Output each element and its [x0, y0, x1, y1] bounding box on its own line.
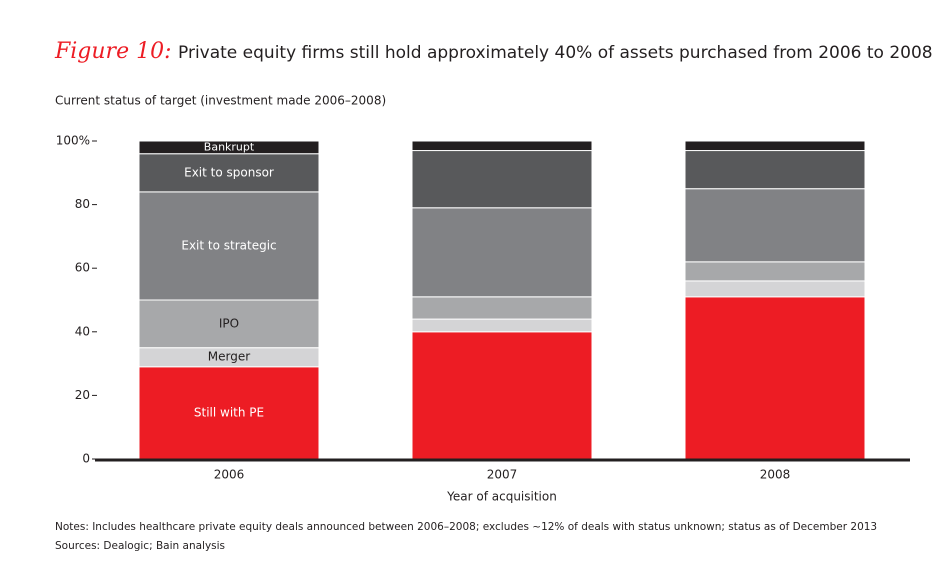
segment-label: IPO	[219, 316, 239, 330]
segment-label: Bankrupt	[204, 140, 255, 153]
bar-segment	[411, 140, 593, 152]
subtitle: Current status of target (investment mad…	[55, 94, 386, 108]
bar-segment	[684, 188, 866, 263]
x-tick-label: 2006	[214, 468, 245, 482]
bar-segment	[684, 296, 866, 460]
x-tick-label: 2007	[487, 468, 518, 482]
y-tick-label: 80	[75, 197, 90, 211]
y-tick-label: 40	[75, 324, 90, 338]
bar-segment	[684, 261, 866, 282]
bar-segment	[411, 296, 593, 320]
y-tick-label: 20	[75, 388, 90, 402]
segment-label: Exit to strategic	[181, 238, 276, 252]
chart-title: Private equity firms still hold approxim…	[178, 43, 933, 63]
y-tick-label: 100%	[56, 134, 90, 148]
bar-segment	[138, 153, 320, 193]
segment-label: Merger	[208, 350, 250, 364]
y-tick-label: 0	[82, 452, 90, 466]
x-tick-label: 2008	[760, 468, 791, 482]
bar-segment	[138, 191, 320, 301]
bar-segment	[684, 150, 866, 190]
x-axis-label: Year of acquisition	[446, 490, 557, 504]
sources: Sources: Dealogic; Bain analysis	[55, 540, 225, 552]
bar-segment	[684, 140, 866, 152]
bar-segment	[138, 140, 320, 155]
bar-segment	[684, 280, 866, 298]
figure-label: Figure 10:	[54, 39, 172, 64]
segment-label: Exit to sponsor	[184, 165, 274, 179]
bar-segment	[411, 150, 593, 209]
bar-segment	[411, 207, 593, 298]
bar-segment	[411, 331, 593, 460]
segment-label: Still with PE	[194, 405, 264, 419]
bar-segment	[138, 299, 320, 349]
bar-segment	[411, 318, 593, 333]
notes: Notes: Includes healthcare private equit…	[55, 521, 877, 533]
y-tick-label: 60	[75, 261, 90, 275]
